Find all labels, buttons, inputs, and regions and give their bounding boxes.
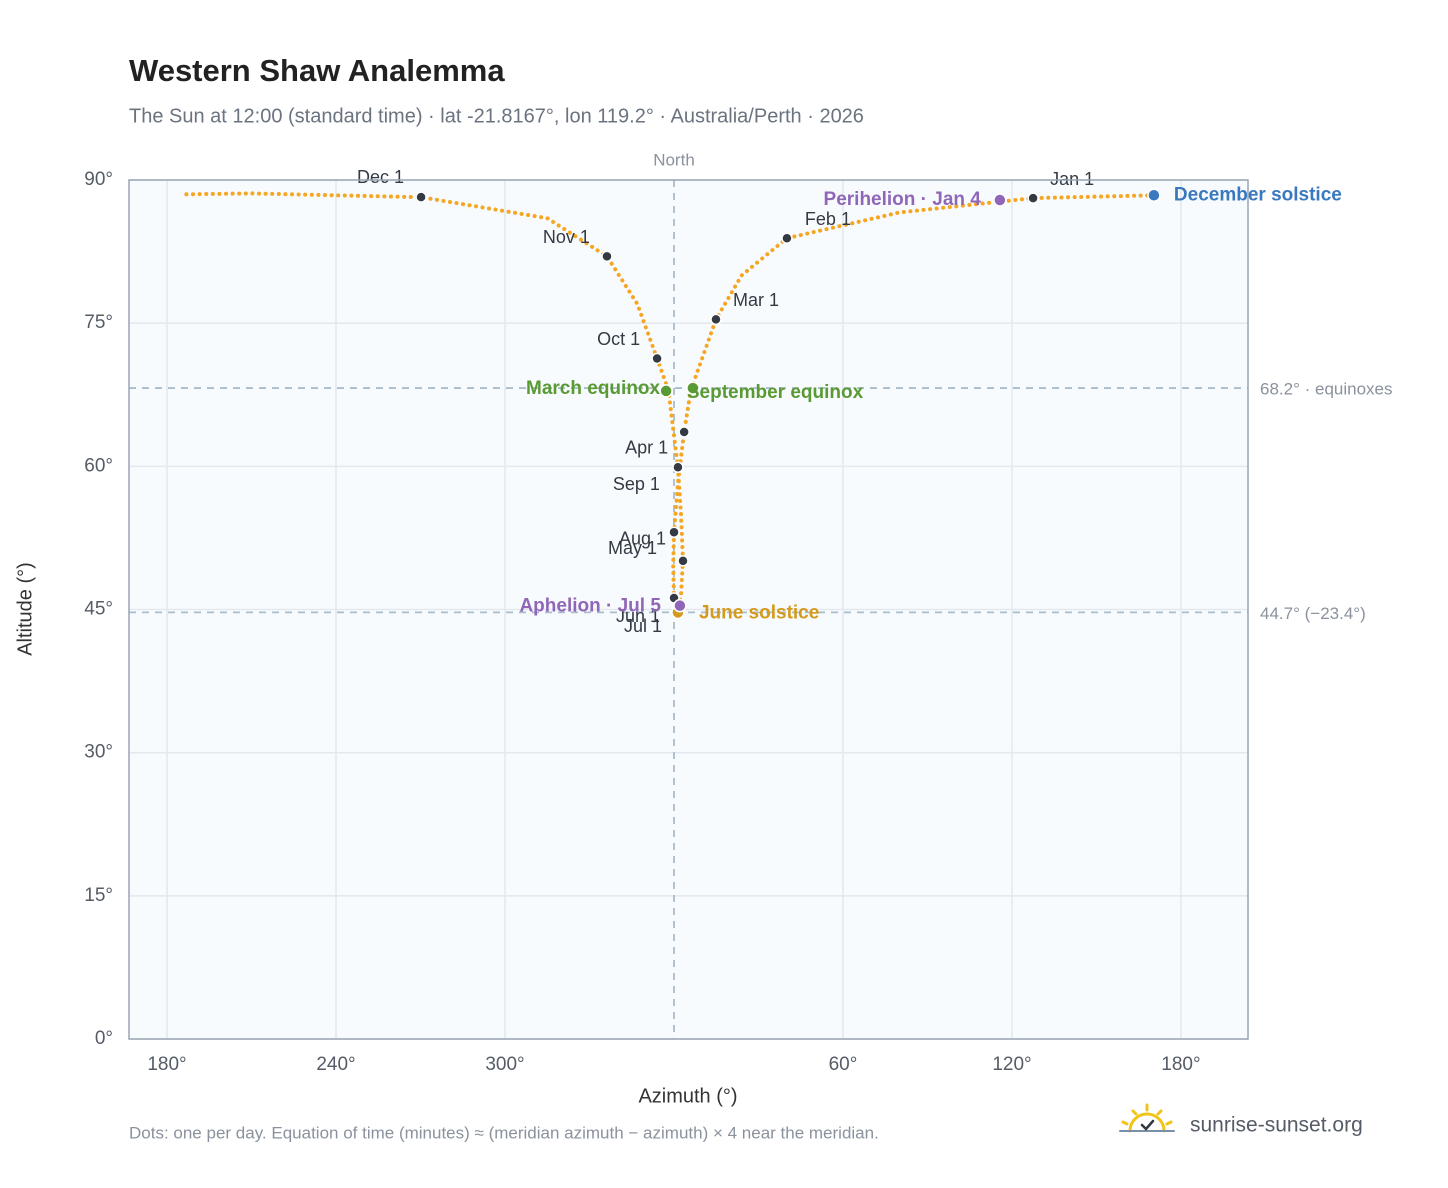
event-label: December solstice	[1174, 184, 1342, 205]
month-dot	[415, 191, 427, 203]
x-tick-label: 180°	[147, 1054, 186, 1075]
y-tick-label: 15°	[84, 885, 113, 906]
month-label: Jul 1	[624, 616, 662, 636]
y-tick-label: 45°	[84, 599, 113, 620]
grid	[129, 179, 1248, 1040]
month-label: Mar 1	[733, 290, 779, 310]
month-label: Oct 1	[597, 329, 640, 349]
meridian-label: North	[653, 150, 695, 169]
x-tick-label: 120°	[992, 1054, 1031, 1075]
reference-label: 68.2° · equinoxes	[1260, 380, 1393, 399]
y-tick-label: 0°	[95, 1028, 113, 1049]
reference-label: 44.7° (−23.4°)	[1260, 604, 1366, 623]
month-label: Aug 1	[619, 529, 666, 549]
event-dot	[673, 598, 687, 613]
brand-logo	[1119, 1103, 1175, 1133]
month-dot	[601, 250, 613, 263]
month-label: Jan 1	[1050, 169, 1094, 189]
month-dot	[781, 232, 793, 244]
month-label: Nov 1	[543, 227, 590, 247]
y-tick-label: 30°	[84, 742, 113, 763]
x-axis-label: Azimuth (°)	[638, 1085, 737, 1107]
event-dot	[1147, 188, 1161, 203]
month-label: May 1	[608, 538, 657, 558]
y-tick-label: 75°	[84, 312, 113, 333]
x-tick-label: 300°	[485, 1054, 524, 1075]
month-label: Sep 1	[613, 474, 660, 494]
month-dot	[1027, 192, 1039, 204]
event-label: Perihelion · Jan 4	[824, 189, 982, 210]
event-dot	[659, 384, 673, 398]
x-tick-label: 60°	[829, 1054, 858, 1075]
chart-subtitle: The Sun at 12:00 (standard time) · lat -…	[129, 105, 864, 127]
chart-title: Western Shaw Analemma	[129, 53, 505, 88]
event-label: September equinox	[687, 382, 864, 403]
event-dot	[686, 381, 700, 395]
event-dot	[993, 193, 1007, 207]
x-tick-label: 240°	[316, 1054, 355, 1075]
y-tick-label: 90°	[84, 169, 113, 190]
month-dot	[672, 461, 684, 474]
month-dot	[668, 526, 680, 538]
event-label: March equinox	[526, 378, 661, 399]
month-dot	[651, 352, 663, 365]
x-tick-label: 180°	[1161, 1054, 1200, 1075]
event-label: June solstice	[699, 602, 819, 623]
month-dot	[710, 313, 722, 326]
y-tick-label: 60°	[84, 455, 113, 476]
y-axis-label: Altitude (°)	[14, 562, 36, 656]
month-label: Dec 1	[357, 167, 404, 187]
brand-name: sunrise-sunset.org	[1190, 1114, 1363, 1137]
month-dot	[677, 555, 689, 567]
month-dot	[678, 426, 690, 438]
month-label: Apr 1	[625, 438, 668, 458]
month-label: Feb 1	[805, 209, 851, 229]
month-label: Jun 1	[616, 606, 660, 626]
footnote: Dots: one per day. Equation of time (min…	[129, 1123, 879, 1142]
plot-border	[128, 179, 1249, 1040]
event-label: Aphelion · Jul 5	[519, 596, 661, 617]
